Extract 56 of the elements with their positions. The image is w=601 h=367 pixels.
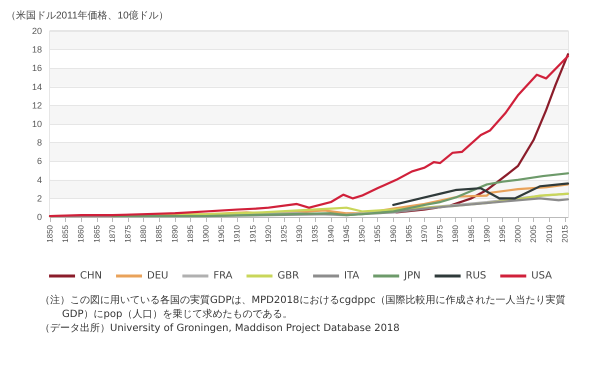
x-tick-label: 1915 bbox=[248, 224, 258, 243]
x-tick-label: 1955 bbox=[373, 224, 382, 243]
y-tick-label: 4 bbox=[36, 174, 42, 185]
x-tick-label: 1850 bbox=[46, 224, 54, 243]
x-tick-label: 1925 bbox=[280, 224, 289, 243]
x-tick-label: 1910 bbox=[232, 224, 242, 243]
y-tick-label: 6 bbox=[36, 156, 42, 166]
legend-label: FRA bbox=[213, 270, 233, 282]
legend-label: GBR bbox=[278, 270, 300, 282]
x-tick-label: 2015 bbox=[560, 224, 570, 243]
x-tick-label: 1930 bbox=[295, 224, 304, 243]
x-tick-label: 1960 bbox=[388, 224, 398, 243]
x-tick-label: 1870 bbox=[108, 224, 117, 243]
legend-label: DEU bbox=[147, 270, 168, 282]
x-tick-label: 1890 bbox=[170, 224, 180, 243]
legend-label: RUS bbox=[466, 270, 486, 282]
y-tick-label: 20 bbox=[32, 26, 42, 36]
x-tick-label: 1935 bbox=[310, 224, 320, 243]
x-tick-label: 1920 bbox=[264, 224, 273, 243]
x-tick-label: 1855 bbox=[61, 224, 70, 243]
y-tick-label: 18 bbox=[32, 44, 42, 55]
y-axis-title: （米国ドル2011年価格、10億ドル） bbox=[6, 10, 169, 22]
y-tick-label: 12 bbox=[32, 100, 42, 110]
x-tick-label: 2005 bbox=[529, 224, 538, 243]
x-tick-label: 1990 bbox=[482, 224, 492, 243]
y-tick-label: 10 bbox=[32, 119, 42, 129]
x-tick-label: 1865 bbox=[92, 224, 102, 243]
legend-label: USA bbox=[531, 270, 552, 282]
text: （データ出所）University of Groningen, Maddison Project Database 2018 bbox=[40, 322, 401, 336]
legend-label: JPN bbox=[403, 270, 421, 282]
x-tick-label: 1860 bbox=[76, 224, 86, 243]
legend-label: CHN bbox=[80, 270, 102, 282]
x-tick-label: 1900 bbox=[202, 224, 211, 243]
x-tick-label: 1980 bbox=[451, 224, 460, 243]
x-tick-label: 1875 bbox=[124, 224, 133, 243]
x-tick-label: 1945 bbox=[342, 224, 351, 243]
x-tick-label: 2010 bbox=[544, 224, 554, 243]
x-tick-label: 1970 bbox=[420, 224, 429, 243]
y-tick-label: 16 bbox=[32, 63, 42, 74]
legend-label: ITA bbox=[344, 270, 360, 282]
x-tick-label: 1885 bbox=[154, 224, 164, 243]
x-tick-label: 1905 bbox=[217, 224, 226, 243]
x-tick-label: 2000 bbox=[514, 224, 523, 243]
x-tick-label: 1975 bbox=[436, 224, 445, 243]
x-tick-label: 1940 bbox=[326, 224, 336, 243]
x-tick-label: 1985 bbox=[466, 224, 476, 243]
y-tick-label: 14 bbox=[32, 82, 42, 92]
x-tick-label: 1965 bbox=[404, 224, 414, 243]
y-tick-label: 2 bbox=[36, 193, 42, 204]
y-tick-label: 8 bbox=[36, 138, 42, 148]
x-tick-label: 1950 bbox=[358, 224, 367, 243]
x-tick-label: 1880 bbox=[139, 224, 148, 243]
text: （注）この図に用いている各国の実質GDPは、MPD2018におけるcgdppc（国際比較用に作成された一人当たり実質GDP）にpop（人口）を乗じて求めたものである。 bbox=[40, 294, 567, 322]
x-tick-label: 1995 bbox=[498, 224, 507, 243]
y-tick-label: 0 bbox=[36, 212, 42, 222]
x-tick-label: 1895 bbox=[186, 224, 195, 243]
